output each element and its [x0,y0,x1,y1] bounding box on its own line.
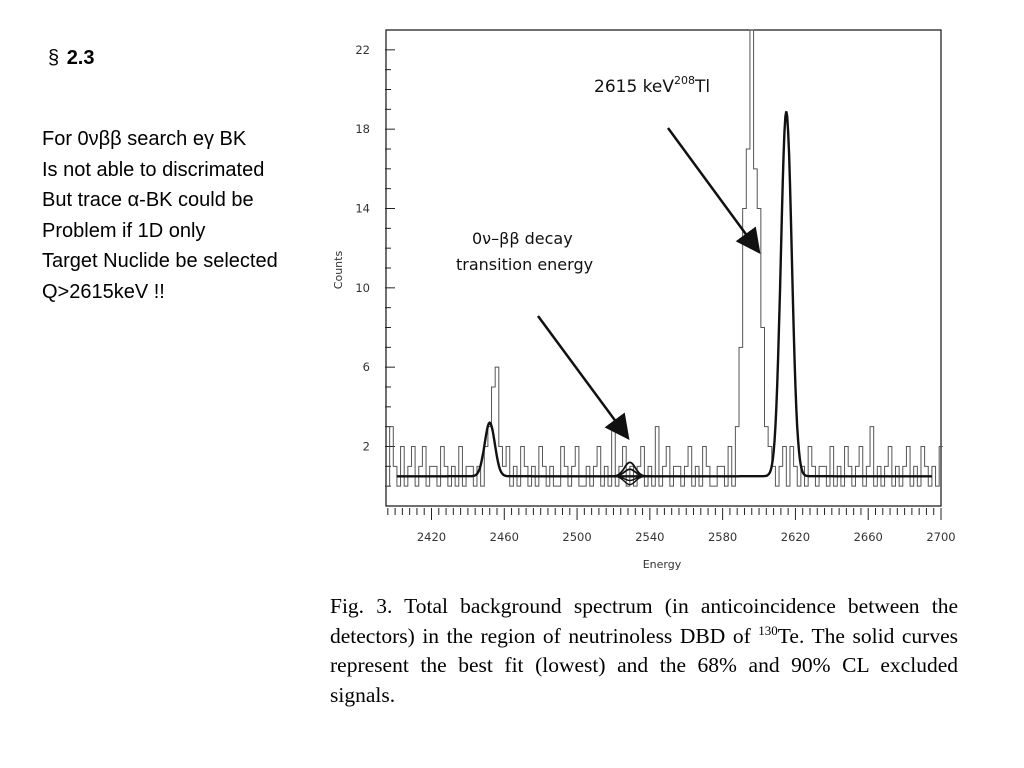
x-tick-label: 2460 [490,530,519,544]
peak-isotope-mass: 208 [674,74,695,87]
x-tick-label: 2500 [562,530,591,544]
decay-annotation-line2: transition energy [456,255,593,274]
note-line: Is not able to discrimated [42,158,265,181]
x-tick-label: 2580 [708,530,737,544]
x-axis-label: Energy [643,558,682,571]
peak-annotation: 2615 keV208Tl [594,74,710,97]
section-number: 2.3 [66,47,95,69]
peak-arrow [666,127,761,255]
section-symbol: § [48,47,60,69]
caption-mass-number: 130 [758,622,778,638]
y-tick-label: 14 [355,202,370,216]
figure-caption: Fig. 3. Total background spectrum (in an… [330,592,958,708]
excluded-signal-curve-lower [608,475,652,486]
decay-arrow [536,315,630,441]
x-tick-label: 2700 [926,530,955,544]
best-fit-curve [396,111,932,478]
y-tick-label: 6 [363,360,370,374]
caption-text: Fig. 3. Total background spectrum (in an… [330,594,958,648]
y-tick-label: 2 [363,440,370,454]
section-heading: § 2.3 [48,47,95,70]
note-line: Target Nuclide be selected [42,250,278,273]
decay-annotation-line1: 0ν–ββ decay [472,229,573,248]
x-tick-label: 2620 [781,530,810,544]
note-line: For 0νββ search eγ BK [42,128,247,150]
y-tick-label: 22 [355,43,370,57]
note-line: But trace α-BK could be [42,189,254,212]
peak-energy-text: 2615 keV [594,77,674,97]
note-line: Problem if 1D only [42,219,206,242]
caption-text-end: Te. The solid curves represent the best … [330,623,958,707]
note-line: Q>2615keV !! [42,280,165,303]
x-tick-label: 2660 [854,530,883,544]
y-axis-label: Counts [332,251,345,290]
x-tick-label: 2420 [417,530,446,544]
y-tick-label: 10 [355,281,370,295]
y-tick-label: 18 [355,122,370,136]
peak-isotope-symbol: Tl [694,77,710,97]
x-tick-label: 2540 [635,530,664,544]
notes-list: For 0νββ search eγ BK Is not able to dis… [42,124,278,308]
